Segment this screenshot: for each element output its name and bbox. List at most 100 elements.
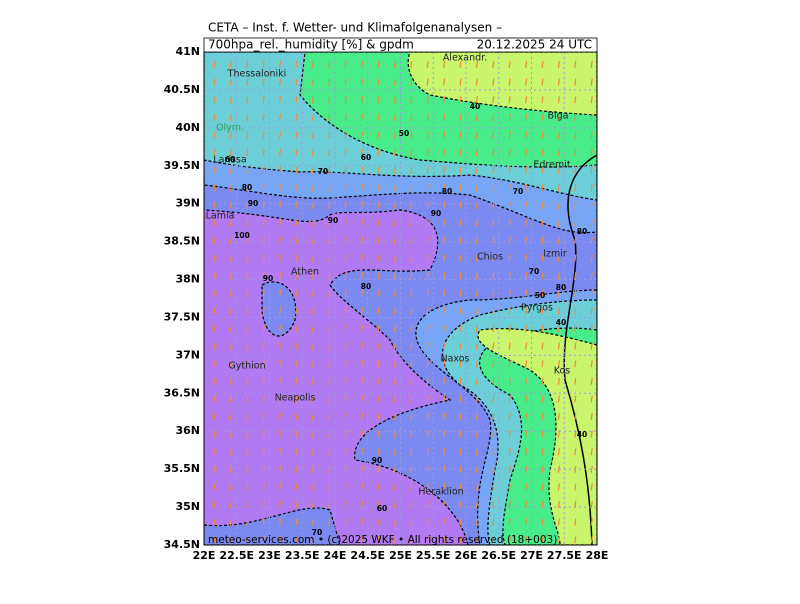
wind-arrow [229, 148, 232, 157]
wind-arrow [213, 307, 216, 315]
wind-arrow [557, 254, 560, 262]
wind-arrow [475, 360, 478, 368]
wind-arrow [213, 219, 216, 227]
wind-arrow [574, 60, 577, 69]
header-time: 20.12.2025 24 UTC [477, 38, 592, 52]
wind-arrow [459, 342, 462, 350]
wind-arrow [229, 184, 232, 192]
wind-arrow [426, 465, 429, 473]
wind-arrow [590, 518, 593, 526]
contour-label: 60 [361, 153, 371, 162]
wind-arrow [262, 113, 265, 121]
wind-arrow [508, 412, 511, 421]
wind-arrow [229, 395, 232, 403]
wind-arrow [475, 113, 478, 121]
wind-arrow [377, 96, 380, 104]
wind-arrow [213, 377, 216, 385]
wind-arrow [508, 307, 511, 315]
wind-arrow [229, 113, 232, 121]
place-name: Lamia [206, 211, 235, 222]
wind-arrow [246, 254, 249, 262]
contour-label: 90 [328, 216, 338, 225]
wind-arrow [410, 518, 413, 526]
wind-arrow [574, 324, 577, 333]
wind-arrow [279, 360, 282, 368]
wind-arrow [393, 289, 396, 297]
wind-arrow [295, 113, 298, 121]
wind-arrow [541, 518, 544, 526]
wind-arrow [410, 324, 413, 333]
wind-arrow [393, 377, 396, 385]
wind-arrow [475, 342, 478, 350]
labels: 22E 22.5E 23E 23.5E 24E 24.5E 25E 25.5E 26E 26.5E… [164, 45, 609, 562]
wind-arrow [574, 201, 577, 209]
wind-arrow [590, 289, 593, 297]
wind-arrow [279, 518, 282, 526]
wind-arrow [279, 254, 282, 262]
wind-arrow [361, 342, 364, 350]
wind-arrow [443, 360, 446, 368]
wind-arrow [361, 148, 364, 157]
wind-arrow [557, 518, 560, 526]
wind-arrow [426, 289, 429, 297]
lon-label: 25.5E [416, 549, 451, 562]
wind-arrow [377, 148, 380, 157]
wind-arrow [541, 377, 544, 385]
wind-arrow [525, 307, 528, 315]
wind-arrow [410, 96, 413, 104]
wind-arrow [246, 166, 249, 174]
wind-arrow [213, 113, 216, 121]
wind-arrow [475, 536, 478, 544]
wind-arrow [279, 500, 282, 509]
wind-arrow [295, 236, 298, 245]
wind-arrow [492, 324, 495, 333]
wind-arrow [279, 166, 282, 174]
wind-arrow [377, 500, 380, 509]
wind-arrow [459, 166, 462, 174]
wind-arrow [328, 500, 331, 509]
wind-arrow [574, 289, 577, 297]
border-line [563, 154, 597, 545]
wind-arrow [295, 483, 298, 491]
wind-arrow [492, 536, 495, 544]
wind-arrow [492, 166, 495, 174]
wind-arrow [541, 96, 544, 104]
wind-arrow [344, 536, 347, 544]
wind-arrow [426, 96, 429, 104]
wind-arrow [229, 342, 232, 350]
wind-arrow [590, 324, 593, 333]
wind-arrow [459, 113, 462, 121]
wind-arrow [508, 184, 511, 192]
contour-label: 80 [442, 187, 452, 196]
wind-arrow [410, 289, 413, 297]
contour-label: 90 [248, 199, 258, 208]
wind-arrow [492, 289, 495, 297]
wind-arrow [508, 236, 511, 245]
wind-arrow [574, 412, 577, 421]
wind-arrow [213, 360, 216, 368]
wind-arrow [525, 518, 528, 526]
contour-label: 50 [399, 129, 409, 138]
wind-arrow [262, 324, 265, 333]
wind-arrow [426, 500, 429, 509]
wind-arrow [525, 272, 528, 280]
wind-arrow [574, 307, 577, 315]
wind-arrow [262, 307, 265, 315]
wind-arrow [492, 518, 495, 526]
wind-arrow [508, 219, 511, 227]
wind-arrow [246, 377, 249, 385]
contour-label: 90 [263, 274, 273, 283]
lat-label: 35N [175, 500, 200, 513]
wind-arrow [311, 430, 314, 438]
wind-arrow [279, 201, 282, 209]
wind-arrow [492, 395, 495, 403]
wind-arrow [328, 254, 331, 262]
wind-arrow [377, 483, 380, 491]
wind-arrow [328, 324, 331, 333]
wind-arrow [311, 360, 314, 368]
wind-arrow [574, 500, 577, 509]
wind-arrow [377, 342, 380, 350]
place-name: Heraklion [418, 487, 463, 498]
wind-arrow [541, 184, 544, 192]
wind-arrow [328, 377, 331, 385]
